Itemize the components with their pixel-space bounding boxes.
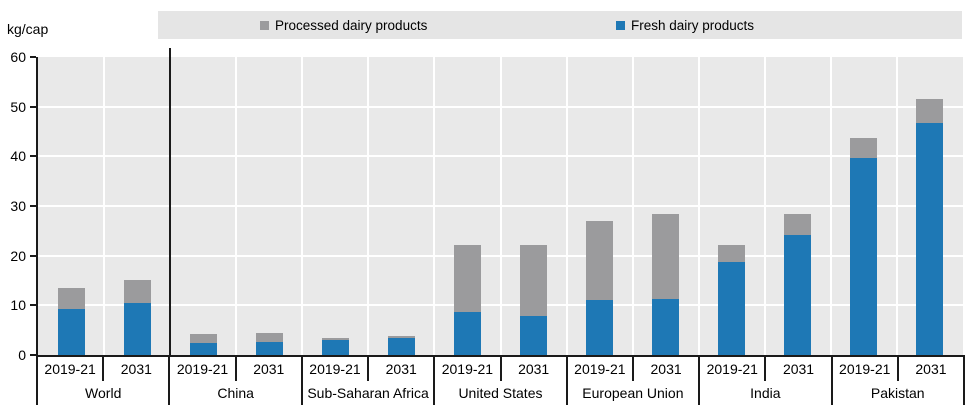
gridline-vertical bbox=[895, 57, 898, 355]
x-region-label: China bbox=[170, 381, 303, 405]
x-axis-line bbox=[36, 355, 965, 357]
bar-segment-processed bbox=[718, 245, 746, 262]
y-axis-ticks: 0 10 20 30 40 50 60 bbox=[0, 49, 36, 363]
bar-segment-fresh bbox=[321, 339, 349, 355]
bar-segment-fresh bbox=[387, 337, 415, 355]
x-region-label: India bbox=[700, 381, 833, 405]
world-group-separator-line bbox=[169, 48, 171, 357]
x-year-label: 2031 bbox=[104, 357, 171, 381]
y-tick-mark bbox=[30, 56, 36, 58]
gridline-vertical bbox=[499, 57, 502, 355]
x-region-label: European Union bbox=[568, 381, 701, 405]
gridline-vertical bbox=[565, 57, 568, 355]
y-axis-line bbox=[36, 57, 38, 357]
x-axis-region-row: World China Sub-Saharan Africa United State… bbox=[38, 381, 963, 405]
x-year-label: 2031 bbox=[502, 357, 568, 381]
gridline-vertical bbox=[829, 57, 832, 355]
x-year-label: 2019-21 bbox=[700, 357, 767, 381]
gridline-vertical bbox=[367, 57, 370, 355]
bar-segment-fresh bbox=[255, 341, 283, 355]
bar-segment-processed bbox=[652, 213, 680, 300]
gridline-vertical bbox=[763, 57, 766, 355]
bar-segment-fresh bbox=[453, 311, 481, 355]
bar-segment-processed bbox=[387, 335, 415, 338]
x-year-label: 2019-21 bbox=[170, 357, 237, 381]
x-year-label: 2031 bbox=[369, 357, 436, 381]
bar-segment-processed bbox=[520, 245, 548, 316]
bar-segment-processed bbox=[916, 98, 944, 123]
y-tick-mark bbox=[30, 254, 36, 257]
bar-segment-processed bbox=[189, 334, 217, 343]
y-tick-label: 60 bbox=[10, 49, 26, 65]
y-tick-mark bbox=[30, 105, 36, 108]
fresh-swatch-icon bbox=[616, 20, 625, 30]
gridline-vertical bbox=[235, 57, 238, 355]
y-tick-label: 30 bbox=[10, 198, 26, 214]
legend-item-processed: Processed dairy products bbox=[260, 11, 427, 39]
bar-segment-processed bbox=[57, 287, 85, 310]
x-year-label: 2031 bbox=[915, 361, 947, 377]
x-year-label: 2019-21 bbox=[568, 357, 634, 381]
y-tick-mark bbox=[30, 304, 36, 307]
x-year-label: 2031 bbox=[237, 357, 303, 381]
bar-segment-fresh bbox=[784, 234, 812, 355]
gridline-vertical bbox=[301, 57, 304, 355]
y-tick-mark bbox=[30, 354, 36, 356]
bar-segment-processed bbox=[321, 337, 349, 340]
y-tick-label: 0 bbox=[18, 347, 26, 363]
gridline-vertical bbox=[103, 57, 106, 355]
bar-segment-fresh bbox=[520, 315, 548, 355]
y-tick-mark bbox=[30, 205, 36, 207]
legend: Processed dairy products Fresh dairy pro… bbox=[158, 11, 962, 39]
bar-segment-fresh bbox=[916, 122, 944, 355]
bar-segment-processed bbox=[784, 213, 812, 235]
bar-segment-processed bbox=[255, 333, 283, 342]
bar-segment-processed bbox=[123, 279, 151, 303]
bar-segment-fresh bbox=[718, 261, 746, 355]
x-region-label: Pakistan bbox=[870, 385, 925, 401]
gridline-vertical bbox=[697, 57, 700, 355]
x-year-label: 2019-21 bbox=[303, 357, 370, 381]
y-axis-unit-label: kg/cap bbox=[7, 21, 49, 37]
x-axis-labels: 2019-21 2031 2019-21 2031 2019-21 2031 2019-21… bbox=[36, 357, 965, 405]
gridline-vertical bbox=[433, 57, 436, 355]
bar-segment-fresh bbox=[652, 299, 680, 355]
bar-segment-fresh bbox=[850, 158, 878, 355]
bar-segment-processed bbox=[586, 220, 614, 301]
y-tick-mark bbox=[30, 155, 36, 158]
bar-segment-fresh bbox=[123, 302, 151, 355]
x-region-label: United States bbox=[435, 381, 568, 405]
x-year-label: 2031 bbox=[634, 357, 701, 381]
bar-segment-processed bbox=[850, 137, 878, 159]
legend-label-fresh: Fresh dairy products bbox=[631, 17, 755, 33]
legend-label-processed: Processed dairy products bbox=[275, 17, 428, 33]
y-tick-label: 50 bbox=[10, 98, 26, 115]
bar-segment-fresh bbox=[57, 309, 85, 355]
x-year-label: 2019-21 bbox=[38, 357, 105, 381]
y-tick-label: 10 bbox=[10, 297, 26, 314]
x-year-label: 2019-21 bbox=[833, 357, 899, 381]
bar-segment-fresh bbox=[189, 342, 217, 355]
processed-swatch-icon bbox=[260, 20, 269, 30]
gridline-vertical bbox=[631, 57, 634, 355]
x-axis-year-row: 2019-21 2031 2019-21 2031 2019-21 2031 2019-21… bbox=[38, 357, 963, 381]
bar-segment-fresh bbox=[586, 300, 614, 355]
x-region-label: World bbox=[38, 381, 171, 405]
bar-segment-processed bbox=[453, 245, 481, 312]
legend-item-fresh: Fresh dairy products bbox=[616, 11, 754, 39]
x-year-label: 2031 bbox=[766, 357, 833, 381]
y-tick-label: 40 bbox=[10, 148, 26, 165]
plot-area bbox=[38, 57, 963, 355]
x-year-label: 2019-21 bbox=[435, 357, 502, 381]
x-region-label: Sub-Saharan Africa bbox=[303, 381, 436, 405]
y-tick-label: 20 bbox=[10, 247, 26, 264]
